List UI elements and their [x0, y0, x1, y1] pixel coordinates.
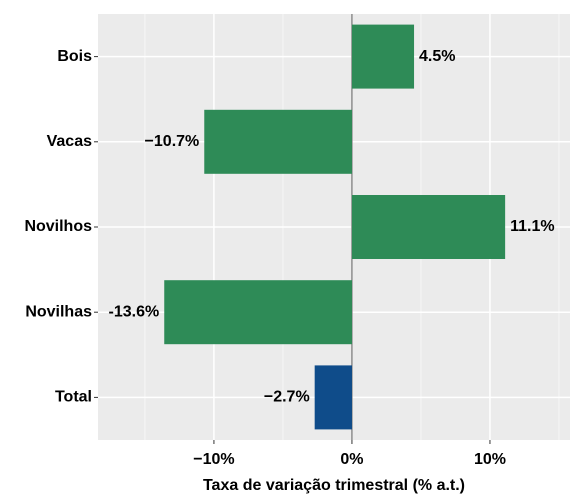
bar [164, 280, 352, 345]
x-axis-title: Taxa de variação trimestral (% a.t.) [203, 477, 465, 494]
data-label: −10.7% [145, 133, 200, 150]
bar [351, 195, 506, 259]
bar [314, 365, 352, 430]
y-tick-label: Bois [57, 48, 92, 65]
bar [351, 24, 415, 89]
data-label: −2.7% [264, 389, 310, 406]
data-label: -13.6% [109, 303, 160, 320]
data-label: 11.1% [510, 218, 554, 235]
x-tick-label: 0% [340, 451, 363, 468]
x-tick-label: 10% [474, 451, 506, 468]
x-tick-label: −10% [193, 451, 234, 468]
y-tick-label: Total [55, 389, 92, 406]
data-label: 4.5% [419, 48, 455, 65]
bar [204, 109, 352, 174]
y-tick-label: Vacas [47, 133, 92, 150]
y-tick-label: Novilhos [24, 218, 92, 235]
y-tick-label: Novilhas [25, 303, 92, 320]
